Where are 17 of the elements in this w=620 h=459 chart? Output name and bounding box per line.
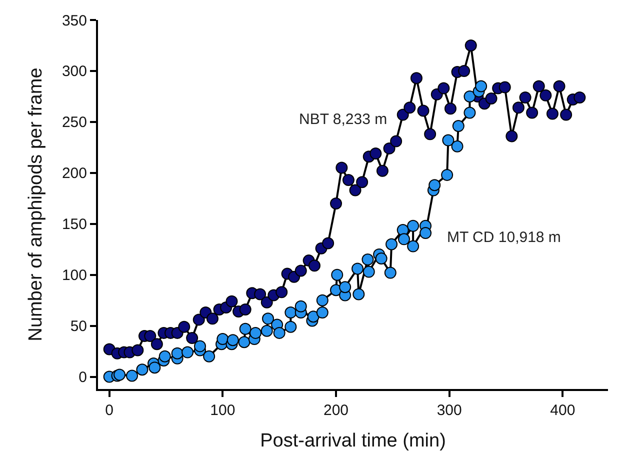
y-tick-label: 50 <box>70 318 87 336</box>
y-tick-label: 350 <box>62 12 87 30</box>
y-tick-label: 0 <box>78 369 87 386</box>
x-tick-label: 0 <box>105 402 114 419</box>
series-label: MT CD 10,918 m <box>447 229 561 246</box>
series-label: NBT 8,233 m <box>299 111 388 128</box>
x-tick-label: 200 <box>323 402 349 419</box>
x-tick-label: 100 <box>210 402 236 419</box>
y-tick-label: 100 <box>62 267 87 284</box>
y-tick-label: 200 <box>62 165 87 182</box>
x-tick-label: 400 <box>550 402 576 419</box>
x-axis-title: Post-arrival time (min) <box>260 430 446 452</box>
y-axis-title: Number of amphipods per frame <box>25 68 46 342</box>
y-tick-label: 250 <box>62 114 87 132</box>
x-tick-label: 300 <box>436 402 462 419</box>
y-tick-label: 300 <box>62 63 87 80</box>
y-tick-label: 150 <box>62 216 87 234</box>
